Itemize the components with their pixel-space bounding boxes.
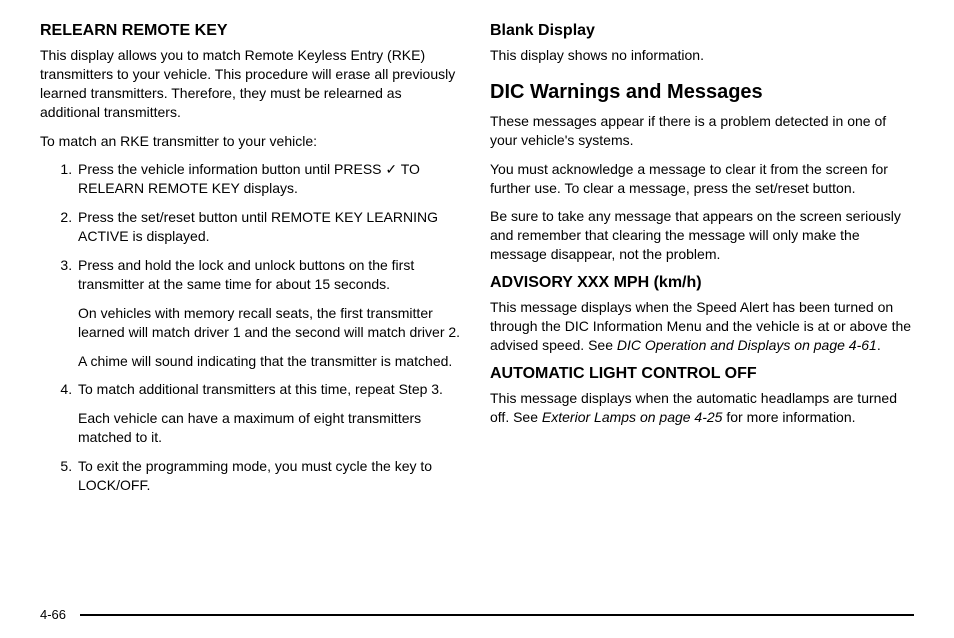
step-3-text: Press and hold the lock and unlock butto… [78, 257, 414, 292]
check-icon: ✓ [385, 161, 397, 177]
relearn-steps: Press the vehicle information button unt… [40, 160, 464, 494]
dic-p1: These messages appear if there is a prob… [490, 112, 914, 150]
step-1-text-a: Press the vehicle information button unt… [78, 161, 385, 177]
dic-p3: Be sure to take any message that appears… [490, 207, 914, 264]
auto-light-heading: AUTOMATIC LIGHT CONTROL OFF [490, 365, 914, 383]
auto-light-text: This message displays when the automatic… [490, 389, 914, 427]
footer-rule [80, 614, 914, 616]
dic-p2: You must acknowledge a message to clear … [490, 160, 914, 198]
blank-display-text: This display shows no information. [490, 46, 914, 65]
advisory-text-b: . [877, 337, 881, 353]
relearn-heading: RELEARN REMOTE KEY [40, 22, 464, 40]
step-5: To exit the programming mode, you must c… [76, 457, 464, 495]
blank-display-heading: Blank Display [490, 22, 914, 40]
step-4: To match additional transmitters at this… [76, 380, 464, 447]
step-1: Press the vehicle information button unt… [76, 160, 464, 198]
relearn-lead: To match an RKE transmitter to your vehi… [40, 132, 464, 151]
two-column-layout: RELEARN REMOTE KEY This display allows y… [40, 22, 914, 505]
right-column: Blank Display This display shows no info… [490, 22, 914, 505]
page-number: 4-66 [40, 607, 66, 622]
step-2: Press the set/reset button until REMOTE … [76, 208, 464, 246]
dic-warnings-heading: DIC Warnings and Messages [490, 81, 914, 104]
advisory-heading: ADVISORY XXX MPH (km/h) [490, 274, 914, 292]
auto-light-text-b: for more information. [722, 409, 855, 425]
advisory-ref: DIC Operation and Displays on page 4-61 [617, 337, 877, 353]
advisory-text: This message displays when the Speed Ale… [490, 298, 914, 355]
step-4-sub: Each vehicle can have a maximum of eight… [78, 409, 464, 447]
auto-light-ref: Exterior Lamps on page 4-25 [542, 409, 723, 425]
step-4-text: To match additional transmitters at this… [78, 381, 443, 397]
relearn-intro: This display allows you to match Remote … [40, 46, 464, 122]
step-3: Press and hold the lock and unlock butto… [76, 256, 464, 370]
step-3-sub-1: On vehicles with memory recall seats, th… [78, 304, 464, 342]
left-column: RELEARN REMOTE KEY This display allows y… [40, 22, 464, 505]
step-3-sub-2: A chime will sound indicating that the t… [78, 352, 464, 371]
page-footer: 4-66 [40, 607, 914, 622]
